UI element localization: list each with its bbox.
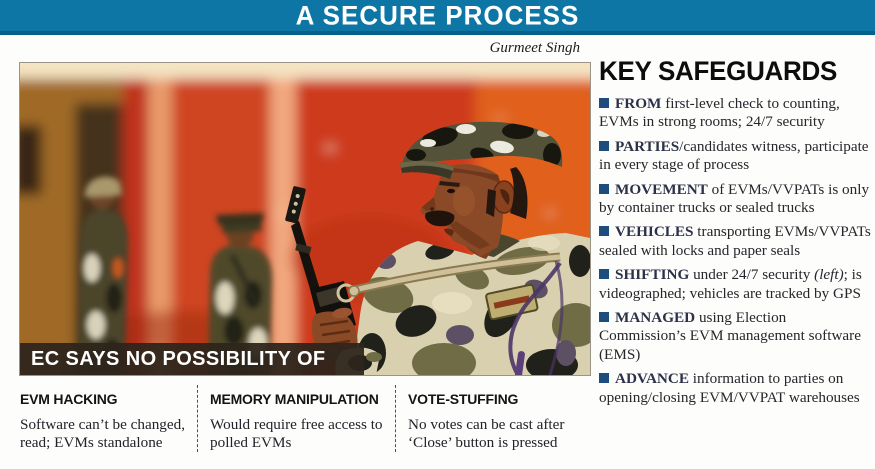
claim-column: MEMORY MANIPULATION Would require free ac… (197, 385, 395, 452)
title-bar: A SECURE PROCESS (0, 0, 875, 35)
claim-body: Would require free access to polled EVMs (210, 416, 383, 451)
safeguard-lead: FROM (615, 95, 662, 112)
photo: EC SAYS NO POSSIBILITY OF (19, 62, 591, 376)
safeguard-lead: VEHICLES (615, 223, 694, 241)
photo-credit: Gurmeet Singh (489, 40, 580, 56)
claim-body: Software can’t be changed, read; EVMs st… (20, 416, 186, 451)
safeguard-lead: ADVANCE (615, 370, 689, 388)
safeguards-title: KEY SAFEGUARDS (599, 55, 838, 87)
safeguards-section: KEY SAFEGUARDS FROM first-level check to… (599, 56, 872, 413)
safeguard-lead: MANAGED (615, 309, 696, 327)
page-title: A SECURE PROCESS (295, 0, 580, 31)
safeguard-item: ADVANCE information to parties on openin… (599, 370, 860, 406)
safeguard-item: SHIFTING under 24/7 security (left); is … (599, 266, 862, 302)
safeguards-list: FROM first-level check to counting, EVMs… (599, 95, 872, 407)
photo-illustration (20, 63, 590, 375)
claim-column: VOTE-STUFFING No votes can be cast after … (395, 385, 590, 452)
safeguard-lead: PARTIES (615, 137, 680, 155)
safeguard-italic: (left) (814, 266, 844, 284)
claim-title: EVM HACKING (20, 391, 118, 407)
safeguard-lead: SHIFTING (615, 266, 690, 284)
claim-body: No votes can be cast after ‘Close’ butto… (408, 416, 565, 451)
square-bullet-icon (599, 140, 609, 151)
safeguard-item: MANAGED using Election Commission’s EVM … (599, 309, 861, 363)
claim-title: MEMORY MANIPULATION (210, 391, 379, 407)
claim-title: VOTE-STUFFING (408, 391, 519, 407)
safeguard-item: PARTIES/candidates witness, participate … (599, 137, 869, 174)
photo-caption: EC SAYS NO POSSIBILITY OF (20, 343, 364, 375)
square-bullet-icon (599, 226, 609, 237)
square-bullet-icon (599, 183, 609, 194)
safeguard-lead: MOVEMENT (615, 180, 708, 198)
square-bullet-icon (599, 98, 609, 108)
safeguard-item: VEHICLES transporting EVMs/VVPATs sealed… (599, 223, 871, 259)
claims-row: EVM HACKING Software can’t be changed, re… (20, 385, 590, 452)
safeguard-item: MOVEMENT of EVMs/VVPATs is only by conta… (599, 180, 870, 217)
square-bullet-icon (599, 312, 609, 323)
safeguard-item: FROM first-level check to counting, EVMs… (599, 95, 840, 131)
claim-column: EVM HACKING Software can’t be changed, re… (20, 385, 197, 452)
square-bullet-icon (599, 373, 609, 384)
square-bullet-icon (599, 269, 609, 280)
